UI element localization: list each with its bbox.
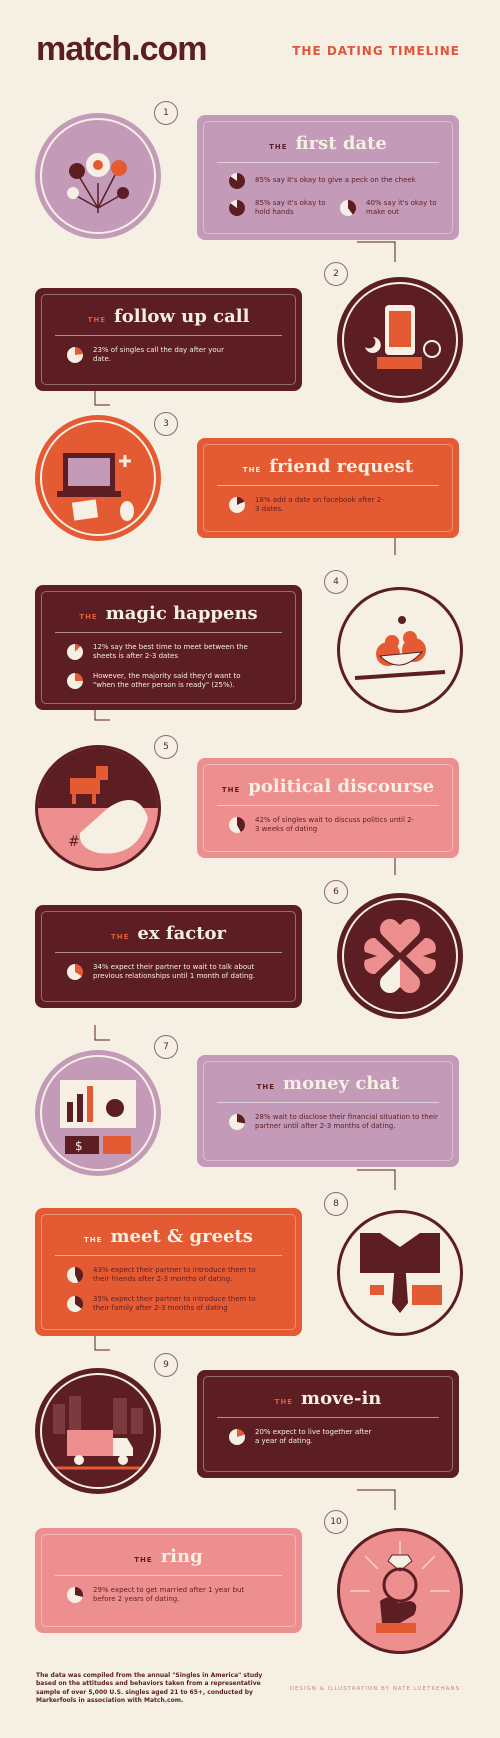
first-date-illustration: [35, 113, 161, 239]
friend-request-illustration: [35, 415, 161, 541]
ring-illustration: [337, 1528, 463, 1654]
move-in-illustration: [35, 1368, 161, 1494]
pie-icon: [67, 347, 83, 364]
stat-text: 85% say it's okay to hold hands: [255, 199, 326, 217]
the-label: THE: [256, 1083, 276, 1091]
pie-icon: [229, 817, 245, 834]
pie-icon: [229, 1429, 245, 1446]
section-follow-up-call: THE follow up call 23% of singles call th…: [35, 288, 302, 391]
the-label: THE: [87, 316, 106, 324]
section-title: magic happens: [105, 603, 258, 624]
step-number: 9: [154, 1353, 178, 1377]
section-friend-request: THE friend request 18% add a date on face…: [197, 438, 459, 538]
section-title: meet & greets: [110, 1226, 253, 1247]
step-number: 8: [324, 1192, 348, 1216]
stat-text: 28% wait to disclose their financial sit…: [255, 1113, 438, 1131]
stat-text: 40% say it's okay to make out: [366, 199, 437, 217]
stat-text: 35% expect their partner to introduce th…: [93, 1294, 256, 1313]
pie-icon: [67, 1587, 83, 1604]
page-subtitle: THE DATING TIMELINE: [292, 44, 460, 58]
section-title: political discourse: [248, 776, 435, 797]
pie-icon: [67, 1296, 83, 1313]
section-title: friend request: [269, 456, 414, 477]
pie-icon: [340, 200, 356, 217]
footnote: The data was compiled from the annual "S…: [36, 1672, 263, 1705]
the-label: THE: [274, 1398, 294, 1406]
pie-icon: [67, 1267, 83, 1284]
stat-text: 85% say it's okay to give a peck on the …: [255, 176, 416, 185]
ring-hand-icon: [350, 1541, 450, 1633]
section-ex-factor: THE ex factor 34% expect their partner to…: [35, 905, 302, 1008]
meet-and-greets-illustration: [337, 1210, 463, 1336]
stat-text: 18% add a date on facebook after 2-3 dat…: [255, 496, 384, 514]
stat-text: 42% of singles wait to discuss politics …: [255, 816, 415, 834]
section-meet-and-greets: THE meet & greets 43% expect their partne…: [35, 1208, 302, 1336]
step-number: 1: [154, 101, 178, 125]
pie-icon: [67, 964, 83, 981]
stat-text: 34% expect their partner to wait to talk…: [93, 963, 256, 981]
stat-text: 23% of singles call the day after your d…: [93, 346, 224, 364]
the-label: THE: [242, 466, 262, 474]
section-title: money chat: [283, 1073, 400, 1094]
money-chat-illustration: $: [35, 1050, 161, 1176]
section-magic-happens: THE magic happens 12% say the best time t…: [35, 585, 302, 710]
the-label: THE: [221, 786, 241, 794]
the-label: THE: [84, 1236, 103, 1244]
stat-text: 43% expect their partner to introduce th…: [93, 1266, 256, 1284]
section-title: ex factor: [137, 923, 227, 944]
birds-icon: [354, 616, 446, 680]
pie-icon: [229, 173, 245, 189]
design-credit: DESIGN & ILLUSTRATION BY NATE LUETKEHANS: [289, 1686, 460, 1692]
pie-icon: [67, 673, 83, 690]
stat-text: However, the majority said they'd want t…: [93, 671, 241, 690]
section-political-discourse: THE political discourse 42% of singles wa…: [197, 758, 459, 858]
ex-factor-illustration: [337, 893, 463, 1019]
pie-icon: [229, 200, 245, 217]
step-number: 6: [324, 880, 348, 904]
political-discourse-illustration: #: [35, 745, 161, 871]
step-number: 10: [324, 1510, 348, 1534]
donkey-elephant-icon: #: [38, 748, 158, 854]
match-logo: match.com: [36, 30, 207, 68]
step-number: 3: [154, 412, 178, 436]
step-number: 5: [154, 735, 178, 759]
section-title: follow up call: [113, 306, 250, 327]
the-label: THE: [134, 1556, 153, 1564]
section-money-chat: THE money chat 28% wait to disclose their…: [197, 1055, 459, 1167]
magic-happens-illustration: [337, 587, 463, 713]
section-title: move-in: [301, 1388, 382, 1409]
stat-text: 20% expect to live together after a year…: [255, 1428, 372, 1446]
tie-nametag-icon: [360, 1233, 442, 1313]
pie-icon: [229, 497, 245, 514]
section-title: ring: [160, 1546, 203, 1567]
the-label: THE: [79, 613, 98, 621]
pie-icon: [67, 644, 83, 661]
step-number: 4: [324, 570, 348, 594]
stat-text: 12% say the best time to meet between th…: [93, 643, 248, 661]
section-ring: THE ring 29% expect to get married after …: [35, 1528, 302, 1633]
pie-icon: [229, 1114, 245, 1131]
follow-up-call-illustration: [337, 277, 463, 403]
step-number: 7: [154, 1035, 178, 1059]
the-label: THE: [269, 143, 288, 151]
stat-text: 29% expect to get married after 1 year b…: [93, 1586, 245, 1604]
section-first-date: THE first date 85% say it's okay to give …: [197, 115, 459, 240]
section-title: first date: [295, 133, 387, 154]
section-move-in: THE move-in 20% expect to live together a…: [197, 1370, 459, 1478]
svg-text:#: #: [68, 834, 80, 850]
the-label: THE: [110, 933, 130, 941]
step-number: 2: [324, 262, 348, 286]
